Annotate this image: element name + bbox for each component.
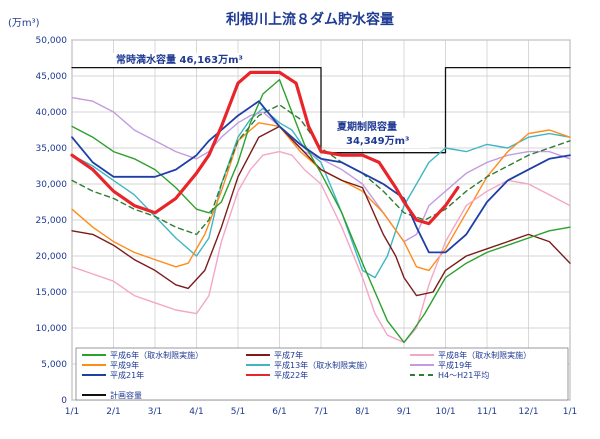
summer-capacity-label-bg — [330, 118, 430, 148]
series-line — [71, 125, 571, 297]
x-tick-label: 11/1 — [477, 407, 497, 417]
x-axis-ticks: 1/1 2/1 3/1 4/1 5/1 6/1 7/1 8/1 9/1 10/1 11/1 12/1 1… — [65, 407, 577, 417]
y-tick-label: 50,000 — [36, 36, 68, 46]
legend-entries: 平成6年（取水制限実施） 平成7年 平成8年（取水制限実施） 平成9年 平成13年（取水… — [82, 350, 531, 400]
series-line — [70, 70, 460, 226]
y-tick-label: 20,000 — [36, 252, 68, 262]
x-tick-label: 8/1 — [355, 407, 369, 417]
x-tick-label: 5/1 — [231, 407, 245, 417]
legend — [75, 347, 569, 401]
summer-capacity-label-line2: 34,349万m³ — [346, 135, 409, 147]
legend-label: 平成13年（取水制限実施） — [274, 360, 372, 370]
normal-capacity-label-bg — [86, 53, 276, 67]
series-line — [71, 66, 571, 154]
y-tick-label: 30,000 — [36, 180, 68, 190]
normal-capacity-label: 常時満水容量 46,163万m³ — [116, 53, 243, 66]
legend-label: 平成19年 — [438, 360, 472, 370]
x-tick-label: 6/1 — [272, 407, 286, 417]
y-axis-unit: (万m³) — [8, 18, 40, 29]
y-tick-label: 45,000 — [36, 72, 68, 82]
y-tick-label: 15,000 — [36, 288, 68, 298]
chart-title: 利根川上流８ダム貯水容量 — [226, 11, 394, 28]
x-tick-label: 12/1 — [518, 407, 538, 417]
x-tick-label: 1/1 — [65, 407, 79, 417]
summer-capacity-label-line1: 夏期制限容量 — [336, 120, 397, 133]
series-line — [71, 150, 571, 344]
legend-label: 平成7年 — [274, 350, 303, 360]
x-tick-label: 3/1 — [148, 407, 162, 417]
legend-label: H4～H21平均 — [438, 370, 489, 380]
legend-label: 計画容量 — [110, 390, 142, 400]
y-tick-label: 10,000 — [36, 324, 68, 334]
y-axis-ticks: 0 5,000 10,000 15,000 20,000 25,000 30,000 35,0… — [36, 36, 68, 406]
series-line — [71, 78, 571, 344]
y-tick-label: 5,000 — [41, 360, 67, 370]
x-tick-label: 2/1 — [106, 407, 120, 417]
y-tick-label: 35,000 — [36, 144, 68, 154]
legend-label: 平成9年 — [110, 360, 139, 370]
x-tick-label: 10/1 — [435, 407, 455, 417]
legend-label: 平成22年 — [274, 370, 308, 380]
legend-label: 平成6年（取水制限実施） — [110, 350, 203, 360]
y-tick-label: 25,000 — [36, 216, 68, 226]
series-line — [71, 100, 571, 254]
x-tick-label: 1/1 — [563, 407, 577, 417]
y-tick-label: 40,000 — [36, 108, 68, 118]
series-layer — [70, 66, 571, 344]
x-tick-label: 7/1 — [314, 407, 328, 417]
x-tick-label: 9/1 — [397, 407, 411, 417]
legend-label: 平成8年（取水制限実施） — [438, 350, 531, 360]
y-tick-label: 0 — [61, 396, 67, 406]
legend-label: 平成21年 — [110, 370, 144, 380]
x-tick-label: 4/1 — [189, 407, 203, 417]
